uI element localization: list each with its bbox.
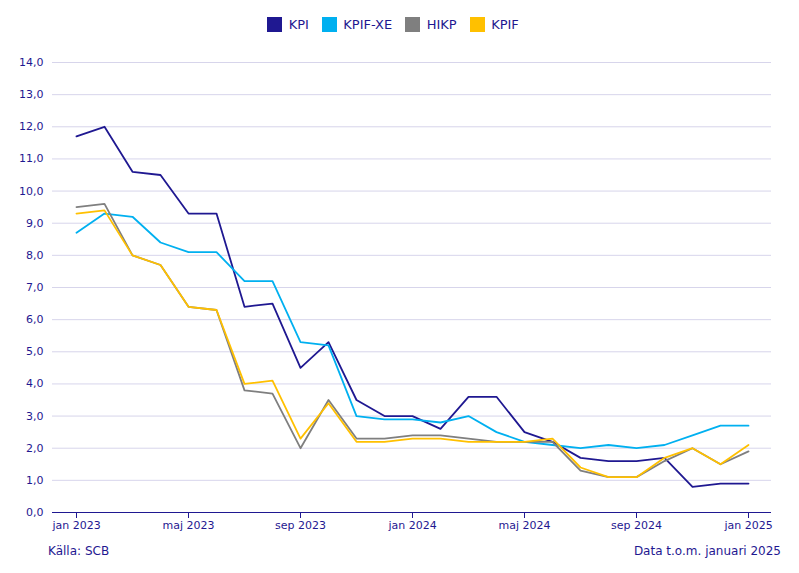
svg-text:7,0: 7,0	[26, 281, 44, 294]
html-text:KPIF: KPIF	[491, 17, 519, 32]
svg-text:1,0: 1,0	[26, 473, 44, 486]
html-text:Källa: SCB: Källa: SCB	[48, 543, 110, 558]
svg-text:12,0: 12,0	[19, 120, 44, 133]
svg-text:9,0: 9,0	[26, 216, 44, 229]
svg-text:13,0: 13,0	[19, 88, 44, 101]
svg-text:10,0: 10,0	[19, 184, 44, 197]
svg-text:5,0: 5,0	[26, 345, 44, 358]
svg-text:maj 2024: maj 2024	[498, 519, 550, 532]
svg-text:sep 2023: sep 2023	[275, 519, 326, 532]
svg-text:4,0: 4,0	[26, 377, 44, 390]
svg-text:maj 2023: maj 2023	[162, 519, 214, 532]
svg-text:jan 2025: jan 2025	[723, 519, 772, 532]
html-text:KPI: KPI	[288, 17, 309, 32]
svg-text:6,0: 6,0	[26, 313, 44, 326]
svg-text:11,0: 11,0	[19, 152, 44, 165]
svg-text:jan 2023: jan 2023	[51, 519, 100, 532]
svg-text:2,0: 2,0	[26, 441, 44, 454]
svg-text:jan 2024: jan 2024	[387, 519, 436, 532]
svg-text:8,0: 8,0	[26, 248, 44, 261]
svg-text:3,0: 3,0	[26, 409, 44, 422]
html-text:KPIF-XE: KPIF-XE	[343, 17, 393, 32]
svg-text:0,0: 0,0	[26, 506, 44, 519]
svg-text:sep 2024: sep 2024	[611, 519, 662, 532]
svg-text:14,0: 14,0	[19, 56, 44, 69]
html-text:HIKP: HIKP	[426, 17, 457, 32]
html-text:Data t.o.m. januari 2025: Data t.o.m. januari 2025	[633, 543, 781, 558]
